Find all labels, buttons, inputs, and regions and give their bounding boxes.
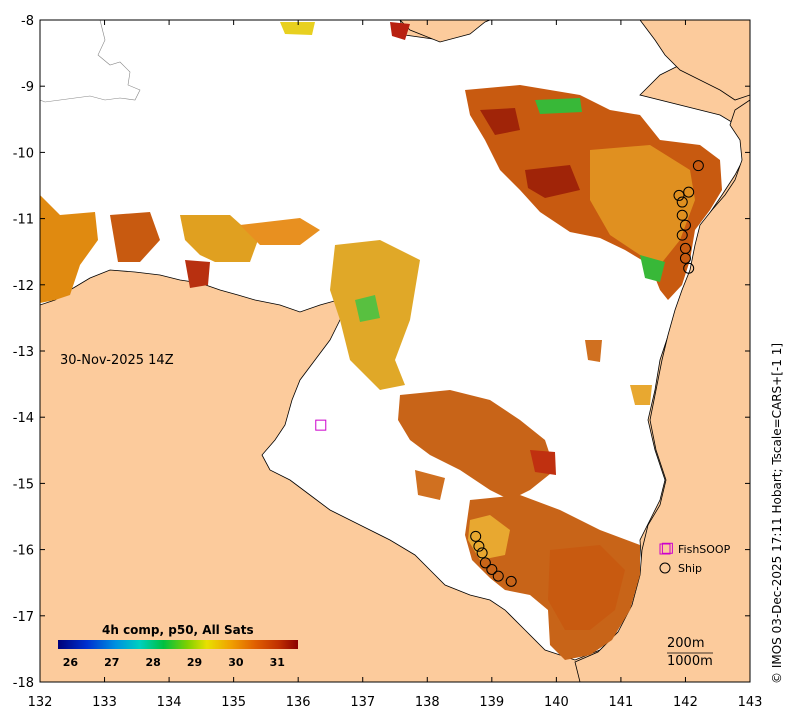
ship-marker: [470, 530, 482, 542]
lat-tick-label: -14: [13, 411, 34, 426]
colorbar: 4h comp, p50, All Sats 26 27 28 29 30 31: [58, 623, 298, 669]
contour-1000m-label: 1000m: [667, 654, 713, 669]
lon-tick-label: 138: [415, 695, 440, 710]
ship-marker: [673, 189, 685, 201]
colorbar-title: 4h comp, p50, All Sats: [102, 623, 254, 637]
colorbar-tick-label: 26: [63, 656, 79, 669]
lat-tick-label: -10: [13, 146, 34, 161]
lon-tick-label: 133: [92, 695, 117, 710]
lon-tick-label: 136: [286, 695, 311, 710]
lat-axis: -8 -9 -10 -11 -12 -13 -14 -15 -16 -17 -18: [13, 14, 750, 691]
lon-axis: 132 133 134 135 136 137 138 139 140 141 142 143: [28, 20, 763, 710]
ship-marker: [476, 547, 488, 559]
contour-200m-label: 200m: [667, 636, 704, 651]
colorbar-tick-label: 28: [146, 656, 161, 669]
coastline-detail: [40, 20, 141, 103]
ship-marker: [473, 540, 485, 552]
colorbar-gradient: [58, 640, 298, 649]
lat-tick-label: -11: [13, 213, 34, 228]
colorbar-ticks: 26 27 28 29 30 31: [63, 656, 285, 669]
lon-tick-label: 134: [157, 695, 182, 710]
ship-marker: [692, 160, 704, 172]
imos-credit: © IMOS 03-Dec-2025 17:11 Hobart; Tscale=…: [770, 343, 784, 684]
fishsoop-marker: [661, 542, 673, 554]
lon-tick-label: 132: [28, 695, 53, 710]
lon-tick-label: 143: [738, 695, 763, 710]
fishsoop-legend-label: FishSOOP: [678, 543, 731, 556]
lat-tick-label: -15: [13, 477, 34, 492]
ship-marker: [676, 229, 688, 241]
ship-legend-label: Ship: [678, 562, 702, 575]
lon-tick-label: 137: [350, 695, 375, 710]
ship-marker: [492, 570, 504, 582]
colorbar-tick-label: 29: [187, 656, 202, 669]
ship-marker: [479, 557, 491, 569]
lat-tick-label: -17: [13, 610, 34, 625]
sst-data: [40, 22, 722, 660]
fishsoop-marker: [315, 419, 327, 431]
colorbar-tick-label: 30: [228, 656, 244, 669]
ship-marker: [679, 219, 691, 231]
ship-legend-icon: [659, 562, 671, 574]
colorbar-tick-label: 31: [270, 656, 285, 669]
fishsoop-legend-icon: [659, 543, 671, 555]
map-plot-area: [40, 20, 750, 682]
ship-marker: [486, 563, 498, 575]
lon-tick-label: 135: [221, 695, 246, 710]
lat-tick-label: -8: [21, 14, 34, 29]
lon-tick-label: 141: [608, 695, 633, 710]
ship-marker: [676, 196, 688, 208]
lon-tick-label: 142: [673, 695, 698, 710]
lat-tick-label: -18: [13, 676, 34, 691]
png-land-right: [639, 20, 750, 101]
ship-track: [470, 160, 704, 587]
lat-tick-label: -12: [13, 279, 34, 294]
lat-tick-label: -13: [13, 345, 34, 360]
lat-tick-label: -16: [13, 544, 34, 559]
lon-tick-label: 140: [544, 695, 569, 710]
lon-tick-label: 139: [479, 695, 504, 710]
ship-marker: [505, 575, 517, 587]
ship-marker: [676, 209, 688, 221]
fishsoop-track: [315, 419, 673, 554]
colorbar-tick-label: 27: [104, 656, 119, 669]
ship-marker: [683, 262, 695, 274]
legend: FishSOOP Ship: [659, 543, 731, 575]
timestamp-label: 30-Nov-2025 14Z: [60, 353, 174, 368]
png-land: [399, 20, 491, 43]
ship-marker: [679, 252, 691, 264]
lat-tick-label: -9: [21, 80, 34, 95]
ship-marker: [683, 186, 695, 198]
